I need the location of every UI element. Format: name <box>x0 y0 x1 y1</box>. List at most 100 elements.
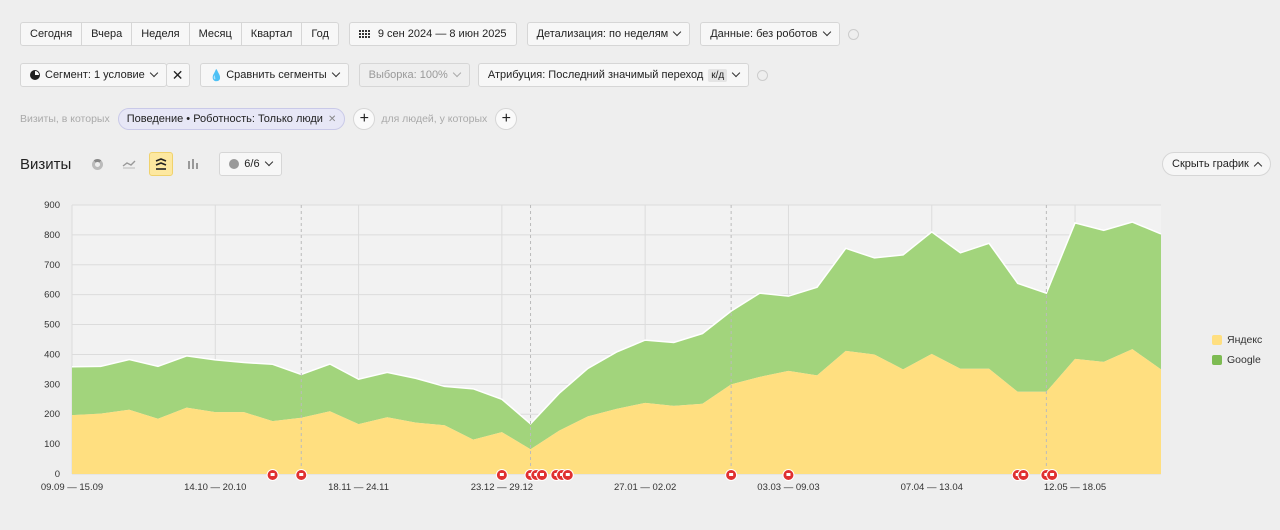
add-people-condition-button[interactable]: + <box>495 108 518 130</box>
annotation-glyph <box>560 473 565 476</box>
annotation-marker-icon <box>530 469 543 481</box>
y-tick-label: 500 <box>44 320 60 331</box>
series-line-google <box>71 221 1162 425</box>
annotation-glyph <box>729 473 734 476</box>
x-tick-label: 07.04 — 13.04 <box>901 482 963 493</box>
chevron-down-icon <box>672 27 682 37</box>
checkbox-icon <box>1212 355 1222 365</box>
chevron-down-icon <box>732 68 741 78</box>
chevron-down-icon <box>264 157 273 167</box>
x-tick-label: 23.12 — 29.12 <box>471 482 533 493</box>
segment-dropdown[interactable]: Сегмент: 1 условие <box>20 63 167 87</box>
annotation-marker-icon <box>556 469 569 481</box>
bar-chart-icon[interactable] <box>181 152 205 176</box>
close-icon[interactable]: ✕ <box>327 113 337 125</box>
period-week-button[interactable]: Неделя <box>131 22 190 46</box>
hide-chart-button[interactable]: Скрыть график <box>1162 152 1271 176</box>
line-chart-icon[interactable] <box>117 152 141 176</box>
annotation-marker-icon <box>782 469 795 481</box>
annotation-glyph <box>1050 473 1055 476</box>
filter-chip[interactable]: Поведение • Роботность: Только люди ✕ <box>117 108 346 130</box>
attribution-tag: к/д <box>708 68 728 82</box>
x-tick-label: 09.09 — 15.09 <box>41 482 103 493</box>
data-filter-label: Данные: без роботов <box>710 28 818 40</box>
y-tick-label: 100 <box>44 439 60 450</box>
stacked-area-icon[interactable] <box>149 152 174 176</box>
annotation-glyph <box>270 473 275 476</box>
y-tick-label: 600 <box>44 290 60 301</box>
help-icon[interactable] <box>847 28 859 40</box>
legend-label-yandex: Яндекс <box>1227 334 1263 346</box>
plus-icon: + <box>501 110 511 127</box>
y-tick-label: 400 <box>44 349 60 360</box>
annotation-glyph <box>786 473 791 476</box>
visits-where-label: Визиты, в которых <box>20 113 110 125</box>
filter-chip-label: Поведение • Роботность: Только люди <box>126 113 323 125</box>
annotation-glyph <box>534 473 539 476</box>
period-today-button[interactable]: Сегодня <box>20 22 83 46</box>
plus-icon: + <box>359 110 369 127</box>
plot-background <box>72 205 1161 474</box>
y-tick-label: 200 <box>44 409 60 420</box>
series-area-yandex <box>72 349 1161 474</box>
annotation-marker-icon <box>495 469 508 481</box>
pie-icon <box>30 70 40 80</box>
annotation-glyph <box>1044 473 1049 476</box>
legend-item-yandex[interactable]: Яндекс <box>1212 334 1262 346</box>
chart-header: Визиты 6/6 <box>20 152 282 176</box>
annotation-glyph <box>539 473 544 476</box>
close-icon: ✕ <box>171 67 184 83</box>
series-count: 6/6 <box>244 158 260 170</box>
x-tick-label: 14.10 — 20.10 <box>184 482 246 493</box>
period-selector: Сегодня Вчера Неделя Месяц Квартал Год <box>20 22 339 46</box>
data-filter-dropdown[interactable]: Данные: без роботов <box>700 22 840 46</box>
chevron-down-icon <box>452 68 462 78</box>
hide-chart-label: Скрыть график <box>1172 158 1249 170</box>
chevron-up-icon <box>1253 161 1263 170</box>
add-visit-condition-button[interactable]: + <box>353 108 376 130</box>
filter-row: Визиты, в которых Поведение • Роботность… <box>20 108 518 130</box>
annotation-marker-icon <box>535 469 548 481</box>
y-tick-label: 800 <box>44 230 60 241</box>
annotation-marker-icon <box>725 469 738 481</box>
period-yesterday-button[interactable]: Вчера <box>81 22 133 46</box>
annotation-glyph <box>554 473 559 476</box>
date-range-button[interactable]: 9 сен 2024 — 8 июн 2025 <box>348 22 517 46</box>
y-tick-label: 900 <box>44 200 60 211</box>
detail-label: Детализация: по неделям <box>536 28 669 40</box>
segment-label: Сегмент: 1 условие <box>45 69 145 81</box>
annotation-glyph <box>1015 473 1020 476</box>
checkbox-icon <box>1212 335 1222 345</box>
help-icon[interactable] <box>757 69 769 81</box>
comment-icon <box>229 159 240 169</box>
y-tick-label: 300 <box>44 379 60 390</box>
series-selector[interactable]: 6/6 <box>219 152 282 176</box>
y-tick-label: 0 <box>55 469 60 480</box>
period-quarter-button[interactable]: Квартал <box>240 22 303 46</box>
attribution-dropdown[interactable]: Атрибуция: Последний значимый переход к/… <box>477 63 750 87</box>
donut-chart-icon[interactable] <box>85 152 109 176</box>
chevron-down-icon <box>331 68 340 78</box>
chevron-down-icon <box>149 68 159 78</box>
annotation-glyph <box>528 473 533 476</box>
people-where-label: для людей, у которых <box>381 113 488 125</box>
clear-segment-button[interactable]: ✕ <box>165 63 190 87</box>
compare-segments-dropdown[interactable]: 💧 Сравнить сегменты <box>199 63 349 87</box>
detail-dropdown[interactable]: Детализация: по неделям <box>526 22 691 46</box>
legend-item-google[interactable]: Google <box>1212 354 1261 366</box>
x-tick-label: 18.11 — 24.11 <box>328 482 389 493</box>
period-year-button[interactable]: Год <box>301 22 339 46</box>
annotation-marker-icon <box>561 469 574 481</box>
annotation-marker-icon <box>295 469 308 481</box>
period-month-button[interactable]: Месяц <box>188 22 242 46</box>
chevron-down-icon <box>822 27 831 37</box>
sample-dropdown[interactable]: Выборка: 100% <box>358 63 470 87</box>
annotation-marker-icon <box>266 469 279 481</box>
annotation-marker-icon <box>1046 469 1059 481</box>
date-range-label: 9 сен 2024 — 8 июн 2025 <box>377 28 507 40</box>
x-tick-label: 27.01 — 02.02 <box>614 482 676 493</box>
toolbar-row-period: Сегодня Вчера Неделя Месяц Квартал Год 9… <box>20 22 859 46</box>
annotation-marker-icon <box>1011 469 1024 481</box>
compare-label: Сравнить сегменты <box>226 69 327 81</box>
calendar-icon <box>358 30 370 38</box>
